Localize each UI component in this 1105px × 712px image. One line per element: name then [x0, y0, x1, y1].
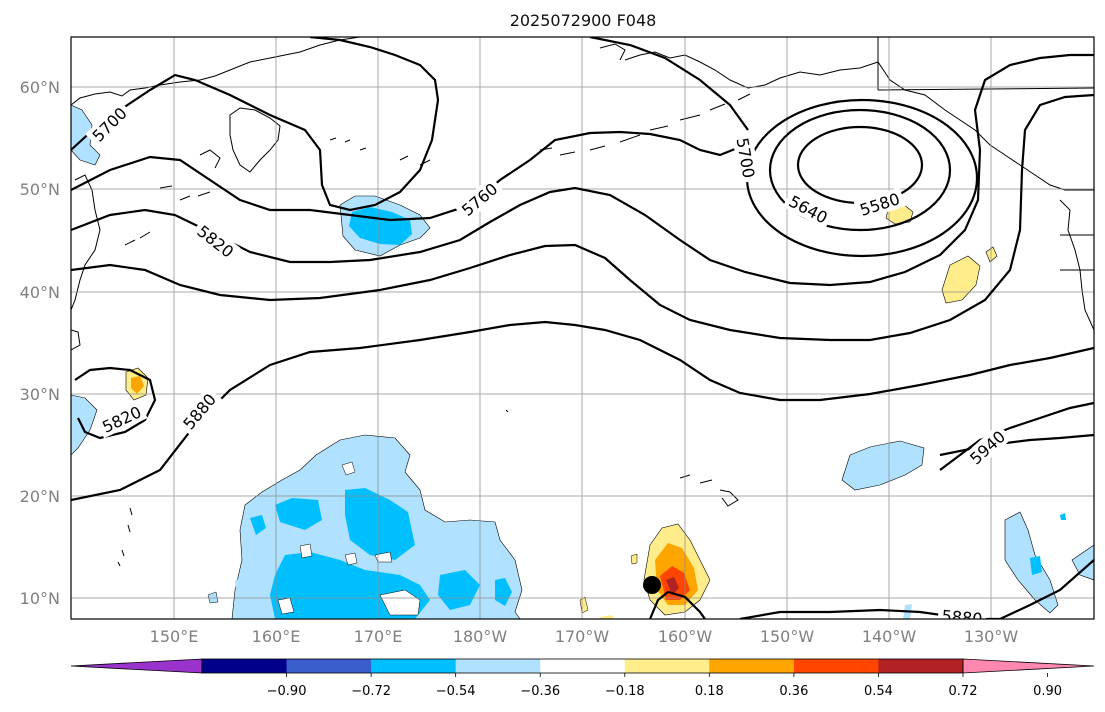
colorbar-tick-label: −0.54 — [436, 684, 476, 699]
colorbar-extend-max — [962, 658, 1095, 674]
lon-label: 130°W — [964, 627, 1019, 646]
colorbar-tick-label: 0.72 — [949, 684, 978, 699]
lon-label: 180°W — [453, 627, 508, 646]
colorbar-tick-label: 0.54 — [864, 684, 893, 699]
lon-label: 170°E — [354, 627, 403, 646]
colorbar-tick-label: −0.18 — [605, 684, 645, 699]
lat-label: 50°N — [20, 180, 60, 199]
lon-label: 170°W — [555, 627, 610, 646]
lon-label: 160°W — [658, 627, 713, 646]
colorbar-swatch — [624, 659, 710, 673]
colorbar-frame — [201, 658, 964, 674]
lon-label: 140°W — [862, 627, 917, 646]
longitude-labels: 150°E 160°E 170°E 180°W 170°W 160°W 150°… — [150, 627, 1019, 646]
colorbar-tick-label: 0.90 — [1033, 684, 1062, 699]
lat-label: 60°N — [20, 78, 60, 97]
contour-label: 5880 — [941, 606, 983, 628]
lon-label: 160°E — [252, 627, 301, 646]
map-frame — [70, 36, 1095, 620]
colorbar-swatch — [455, 659, 541, 673]
latitude-labels: 60°N 50°N 40°N 30°N 20°N 10°N — [20, 78, 60, 608]
colorbar-swatch — [202, 659, 288, 673]
map-title: 2025072900 F048 — [510, 11, 657, 30]
colorbar-tick-label: −0.36 — [520, 684, 560, 699]
colorbar-swatch — [540, 659, 626, 673]
lon-label: 150°E — [150, 627, 199, 646]
colorbar: −0.90 −0.72 −0.54 −0.36 −0.18 0.18 0.36 0.54 0.7… — [70, 658, 1095, 699]
colorbar-swatch — [286, 659, 372, 673]
colorbar-tick-label: −0.90 — [267, 684, 307, 699]
lat-label: 10°N — [20, 589, 60, 608]
colorbar-swatch — [709, 659, 795, 673]
colorbar-tick-label: 0.36 — [779, 684, 808, 699]
colorbar-tick-label: 0.18 — [695, 684, 724, 699]
map-panel[interactable]: 5700 5760 5820 5700 5640 5580 5820 5880 … — [70, 36, 1095, 629]
colorbar-extend-min — [70, 658, 203, 674]
lat-label: 40°N — [20, 283, 60, 302]
colorbar-swatch — [793, 659, 879, 673]
lat-label: 20°N — [20, 487, 60, 506]
storm-center-marker — [643, 576, 661, 594]
coastlines — [71, 37, 1094, 567]
colorbar-swatch — [878, 659, 964, 673]
colorbar-swatch — [371, 659, 457, 673]
colorbar-tick-label: −0.72 — [351, 684, 391, 699]
lat-label: 30°N — [20, 385, 60, 404]
lon-label: 150°W — [760, 627, 815, 646]
